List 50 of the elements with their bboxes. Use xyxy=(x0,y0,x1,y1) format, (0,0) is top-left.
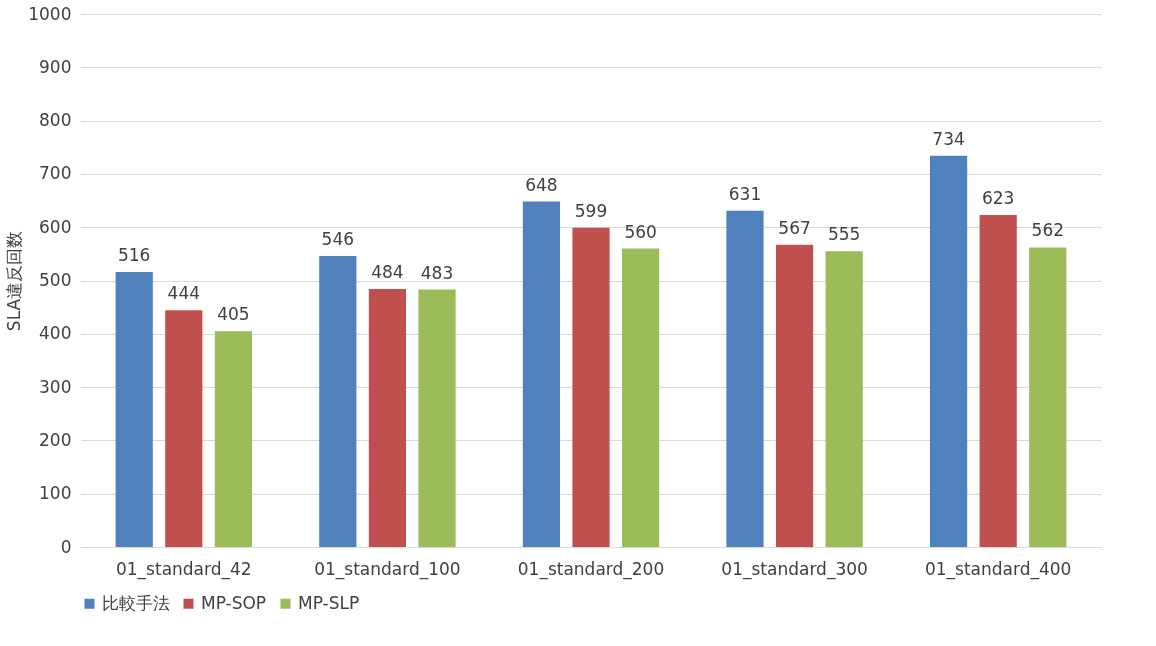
y-tick-label: 400 xyxy=(39,323,72,344)
data-label: 567 xyxy=(778,217,811,238)
bar xyxy=(418,289,456,547)
y-tick-label: 700 xyxy=(39,163,72,184)
bar xyxy=(726,210,764,547)
data-label: 648 xyxy=(525,174,558,195)
data-label: 405 xyxy=(217,304,250,325)
x-tick-label: 01_standard_400 xyxy=(924,558,1072,580)
legend-label: MP-SOP xyxy=(201,592,267,613)
bar xyxy=(775,244,814,547)
legend-label: 比較手法 xyxy=(102,592,170,613)
x-tick-label: 01_standard_300 xyxy=(721,558,868,580)
bar xyxy=(572,227,610,547)
data-label: 562 xyxy=(1031,220,1065,241)
y-tick-label: 900 xyxy=(39,56,72,77)
y-axis-title: SLA違反回数 xyxy=(4,230,25,332)
y-tick-label: 1000 xyxy=(28,3,72,24)
bar xyxy=(368,289,407,547)
y-tick-label: 100 xyxy=(39,483,72,504)
y-tick-label: 300 xyxy=(39,376,72,397)
bar xyxy=(522,201,560,547)
bar xyxy=(319,255,357,547)
bar xyxy=(1029,247,1067,547)
data-label: 599 xyxy=(574,200,608,221)
bar xyxy=(214,331,253,547)
data-label: 483 xyxy=(420,262,454,283)
legend-label: MP-SLP xyxy=(298,592,360,613)
data-label: 734 xyxy=(932,128,965,149)
data-label: 560 xyxy=(624,221,657,242)
y-tick-label: 0 xyxy=(60,536,72,557)
data-label: 555 xyxy=(827,224,861,245)
x-tick-label: 01_standard_100 xyxy=(314,558,461,580)
x-tick-label: 01_standard_42 xyxy=(115,558,252,580)
bar xyxy=(979,214,1017,547)
data-label: 631 xyxy=(728,183,762,204)
data-label: 484 xyxy=(371,262,404,283)
bar xyxy=(929,155,968,547)
x-tick-label: 01_standard_200 xyxy=(517,558,665,580)
data-label: 546 xyxy=(321,228,355,249)
data-label: 516 xyxy=(117,244,151,265)
bar xyxy=(622,248,660,547)
bar xyxy=(115,271,153,547)
y-tick-label: 800 xyxy=(39,110,72,131)
data-label: 623 xyxy=(981,187,1015,208)
bar xyxy=(825,251,863,547)
bar xyxy=(165,310,203,547)
y-tick-label: 200 xyxy=(39,429,72,450)
y-tick-label: 600 xyxy=(39,216,72,237)
y-tick-label: 500 xyxy=(39,270,72,290)
data-label: 444 xyxy=(167,283,201,304)
